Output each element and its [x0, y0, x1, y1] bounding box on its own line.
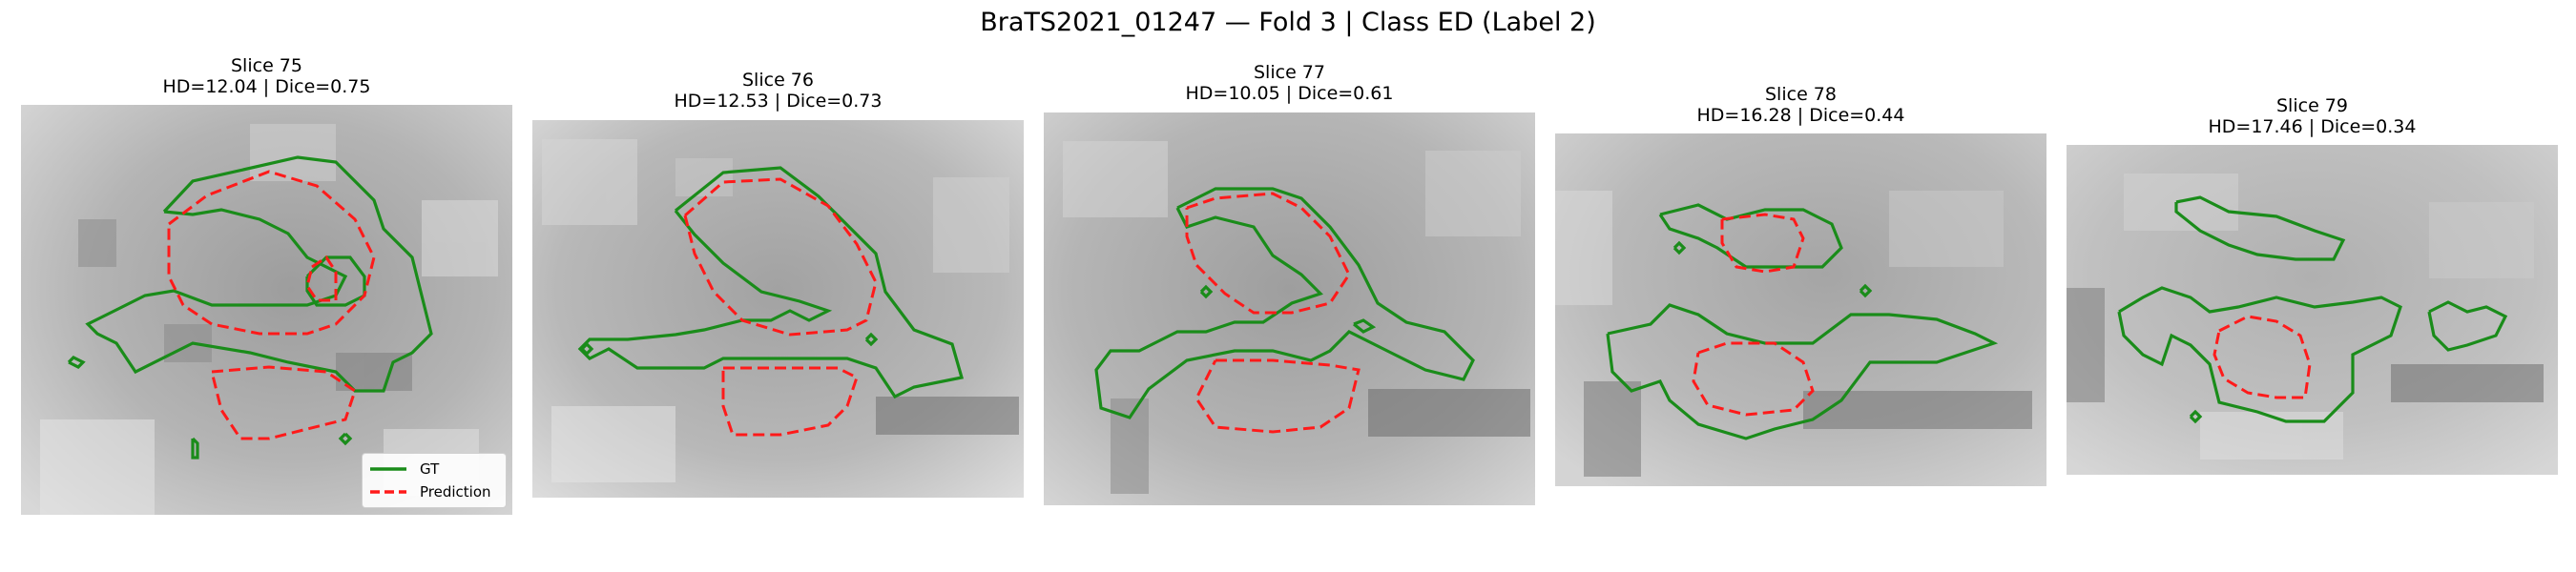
legend-entry-prediction: Prediction	[370, 482, 491, 501]
panel-title-1: Slice 75 HD=12.04 | Dice=0.75	[21, 55, 512, 97]
panel-title-5: Slice 79 HD=17.46 | Dice=0.34	[2067, 95, 2558, 137]
prediction-contour	[683, 177, 878, 337]
mri-panel-5	[2067, 145, 2558, 475]
ground-truth-contour	[1094, 187, 1475, 419]
prediction-contour	[1185, 192, 1351, 315]
legend-gt-label: GT	[420, 460, 440, 478]
panel-title-4: Slice 78 HD=16.28 | Dice=0.44	[1555, 84, 2046, 126]
ground-truth-contour	[1606, 303, 1999, 440]
prediction-contour	[2212, 315, 2312, 399]
prediction-contour	[721, 366, 859, 437]
legend-gt-swatch	[370, 467, 406, 471]
panel-title-2: Slice 76 HD=12.53 | Dice=0.73	[532, 70, 1024, 112]
legend-entry-gt: GT	[370, 460, 439, 479]
ground-truth-contour	[1859, 283, 1873, 298]
prediction-contour	[1195, 358, 1361, 434]
ground-truth-contour	[1353, 318, 1377, 334]
legend-prediction-label: Prediction	[420, 483, 491, 500]
panel-metrics: HD=16.28 | Dice=0.44	[1696, 105, 1905, 126]
panel-slice-label: Slice 76	[742, 70, 814, 91]
panel-slice-label: Slice 77	[1254, 62, 1325, 83]
ground-truth-contour	[191, 437, 199, 460]
legend: GT Prediction	[362, 453, 507, 508]
ground-truth-contour	[85, 155, 433, 393]
panel-slice-label: Slice 79	[2276, 95, 2348, 116]
prediction-contour	[1692, 341, 1815, 417]
mri-texture	[1555, 191, 2032, 477]
ground-truth-contour	[338, 432, 353, 446]
ground-truth-contour	[580, 341, 594, 357]
ground-truth-contour	[67, 356, 86, 369]
legend-prediction-swatch	[370, 490, 406, 494]
prediction-contour	[1720, 213, 1805, 274]
mri-texture	[542, 139, 1019, 482]
panel-metrics: HD=17.46 | Dice=0.34	[2208, 116, 2417, 137]
ground-truth-contour	[864, 332, 879, 347]
panel-title-3: Slice 77 HD=10.05 | Dice=0.61	[1044, 62, 1535, 104]
ground-truth-contour	[2174, 195, 2346, 261]
panel-metrics: HD=12.53 | Dice=0.73	[674, 91, 883, 112]
ground-truth-contour	[1199, 284, 1214, 299]
prediction-contour	[210, 365, 357, 440]
mri-panel-3	[1044, 112, 1535, 505]
mri-texture	[1063, 141, 1530, 494]
figure-title: BraTS2021_01247 — Fold 3 | Class ED (Lab…	[980, 8, 1596, 37]
ground-truth-contour	[577, 166, 965, 399]
ground-truth-contour	[1672, 240, 1687, 255]
panel-slice-label: Slice 78	[1765, 84, 1837, 105]
panel-metrics: HD=10.05 | Dice=0.61	[1185, 83, 1394, 104]
ground-truth-contour	[2117, 286, 2402, 423]
prediction-contour	[305, 255, 338, 302]
panel-slice-label: Slice 75	[231, 55, 302, 76]
ground-truth-contour	[2427, 300, 2508, 352]
prediction-contour	[167, 170, 376, 336]
ground-truth-contour	[2189, 409, 2203, 424]
mri-panel-2	[532, 120, 1024, 498]
panel-metrics: HD=12.04 | Dice=0.75	[162, 76, 371, 97]
mri-panel-4	[1555, 133, 2046, 486]
